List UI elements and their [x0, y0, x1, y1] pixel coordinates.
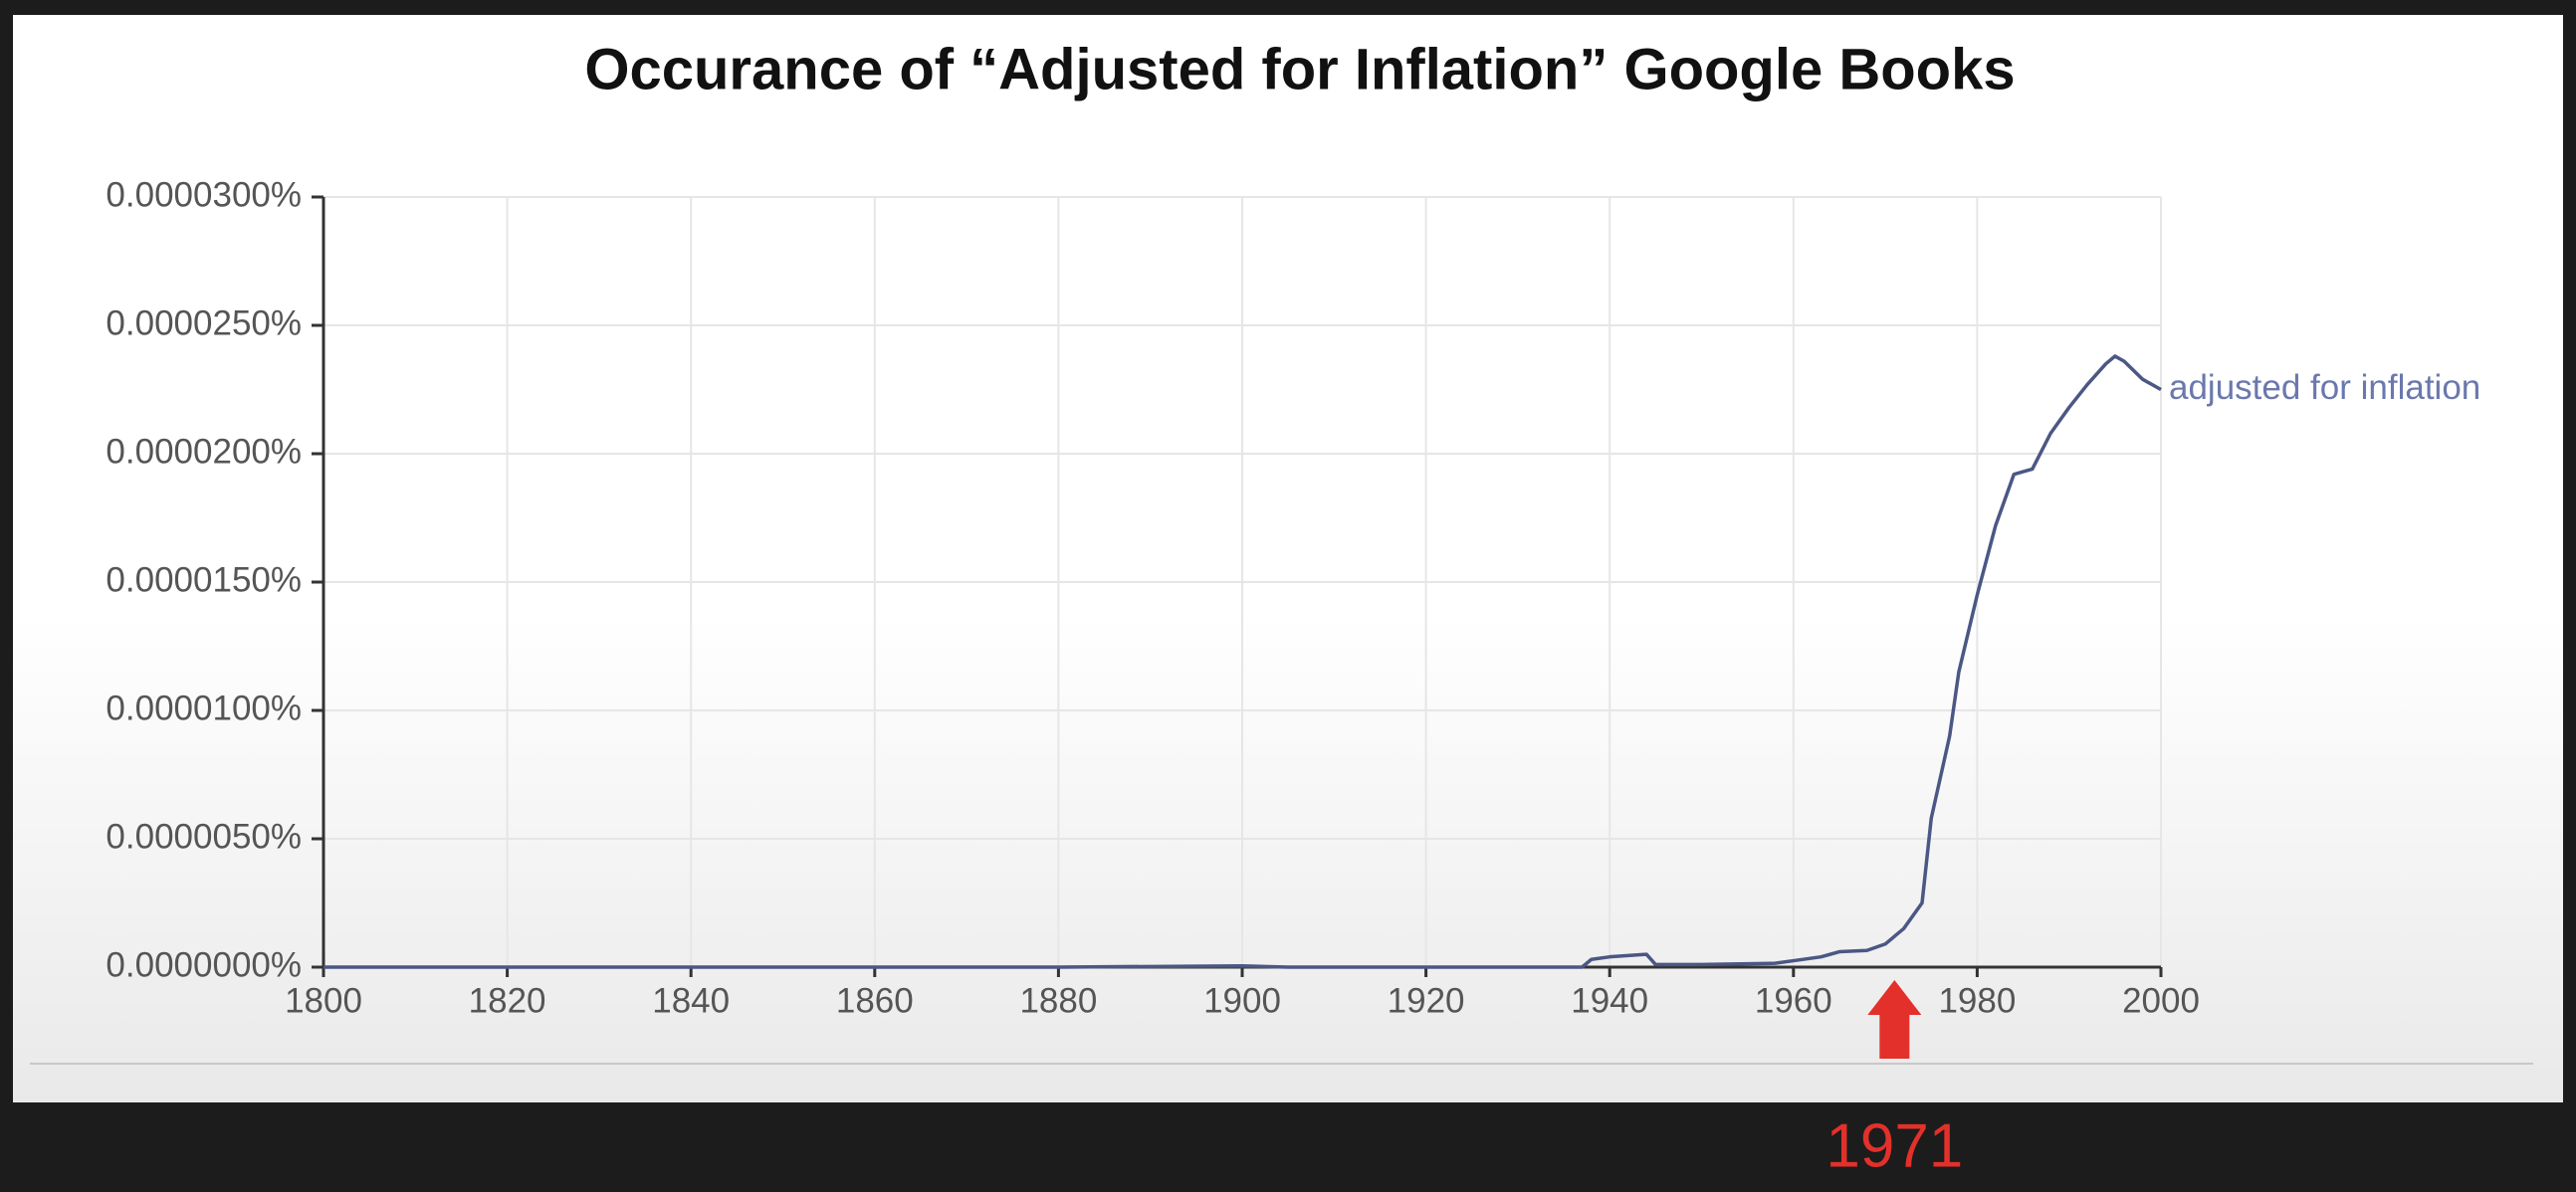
x-tick-label: 1820 [469, 981, 546, 1020]
x-tick-label: 2000 [2122, 981, 2200, 1020]
y-tick-label: 0.0000150% [106, 560, 302, 599]
y-tick-label: 0.0000300% [106, 175, 302, 214]
y-tick-label: 0.0000000% [106, 945, 302, 984]
x-tick-label: 1980 [1938, 981, 2016, 1020]
panel [13, 15, 2563, 1102]
x-tick-label: 1800 [285, 981, 362, 1020]
y-tick-label: 0.0000050% [106, 817, 302, 856]
x-tick-label: 1940 [1571, 981, 1648, 1020]
y-tick-label: 0.0000200% [106, 432, 302, 471]
x-tick-label: 1900 [1203, 981, 1281, 1020]
x-tick-label: 1860 [836, 981, 914, 1020]
x-tick-label: 1960 [1755, 981, 1832, 1020]
annotation-arrow [1867, 980, 1922, 1059]
annotation-label: 1971 [1825, 1111, 1963, 1180]
x-tick-label: 1920 [1388, 981, 1465, 1020]
data-line [323, 354, 2162, 969]
y-tick-label: 0.0000100% [106, 689, 302, 727]
chart-title: Occurance of “Adjusted for Inflation” Go… [584, 37, 2015, 101]
y-tick-label: 0.0000250% [106, 303, 302, 342]
x-tick-label: 1840 [652, 981, 730, 1020]
series-label: adjusted for inflation [2169, 368, 2480, 407]
x-tick-label: 1880 [1019, 981, 1097, 1020]
